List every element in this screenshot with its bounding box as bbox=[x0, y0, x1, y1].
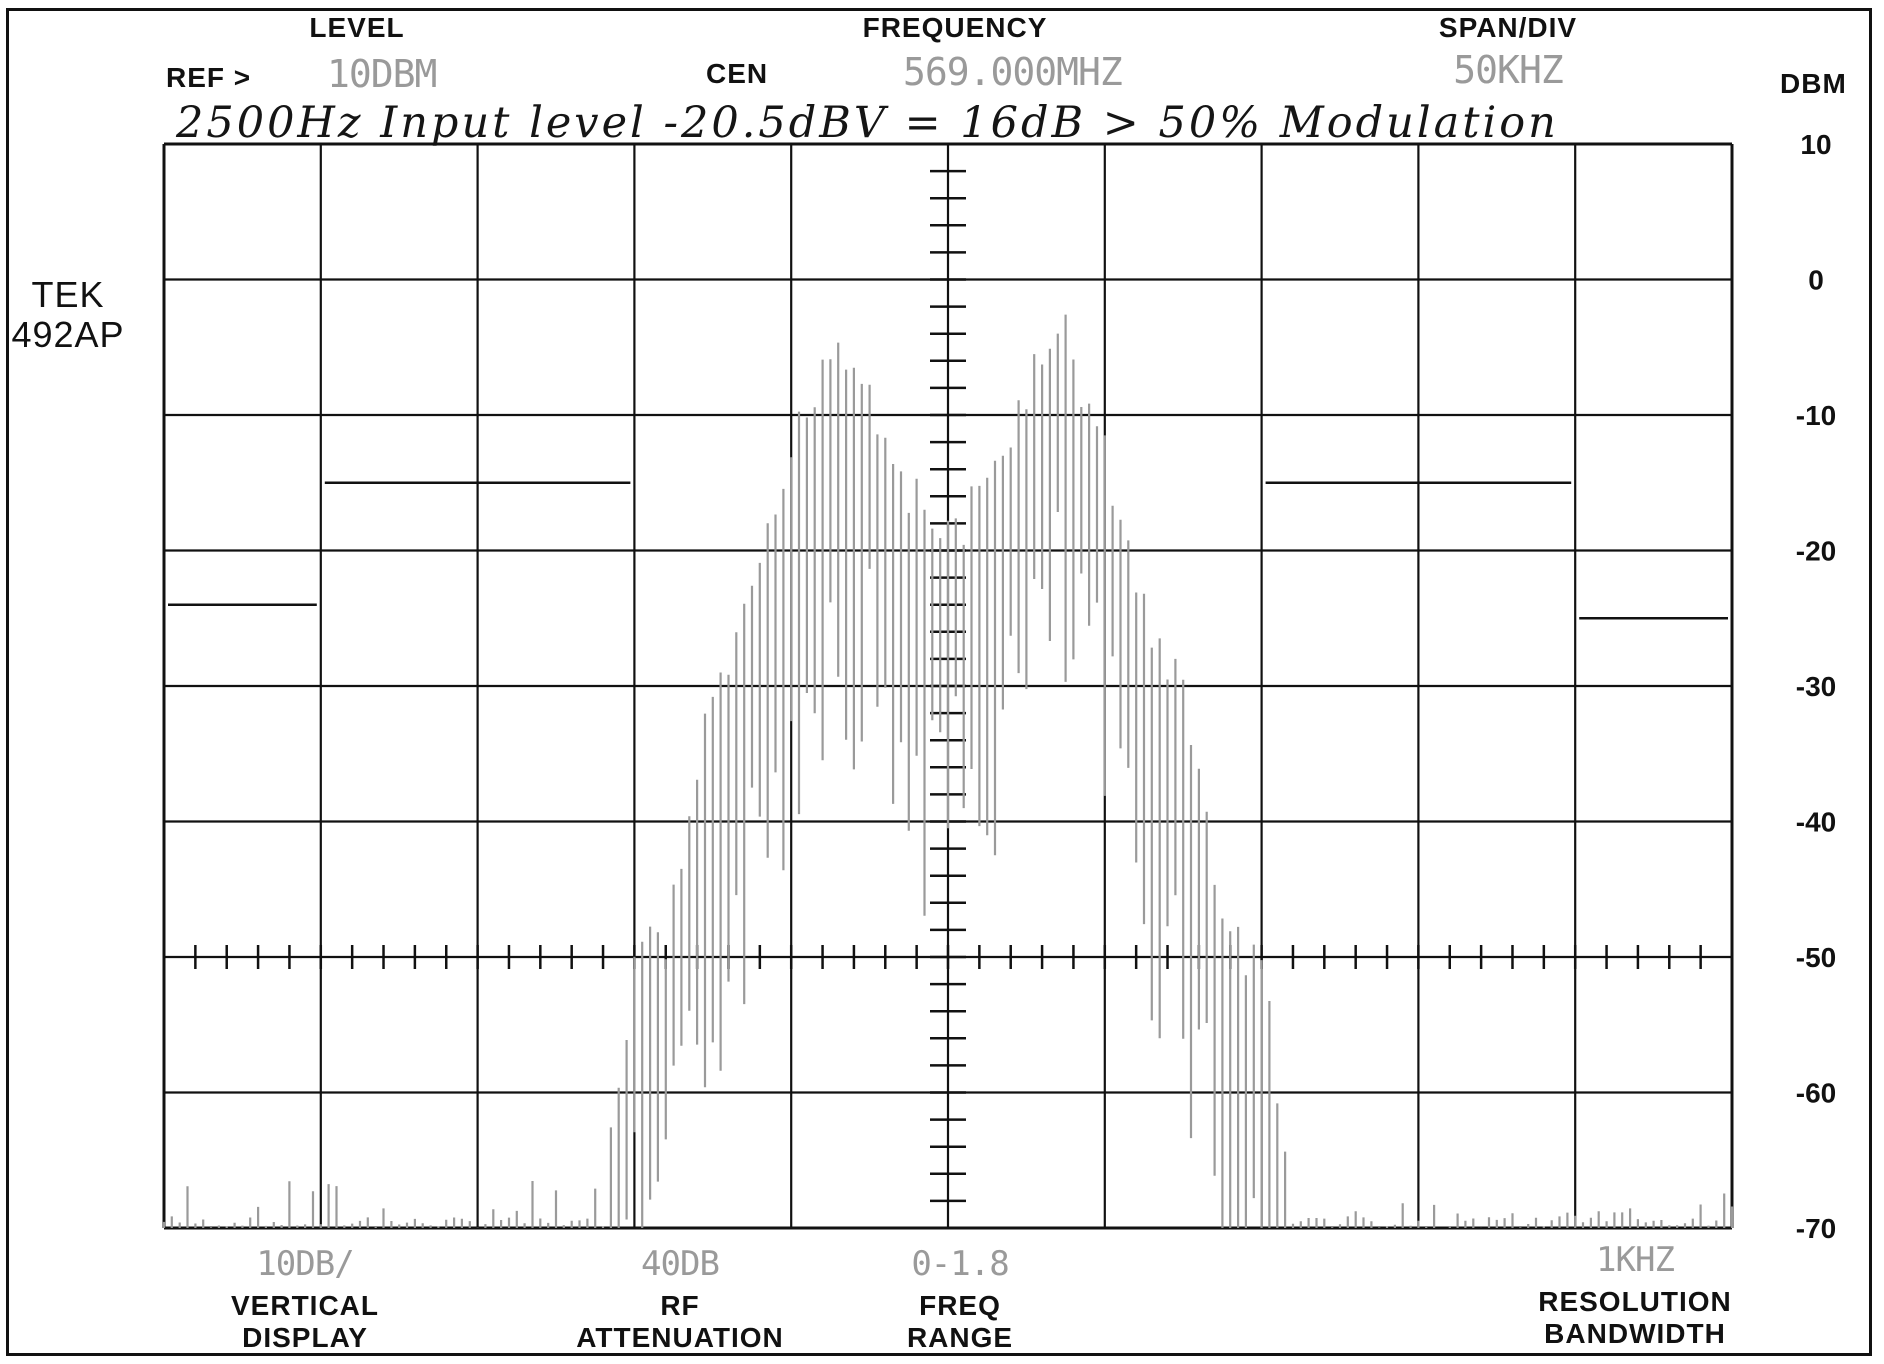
center-frequency-value: 569.000MHZ bbox=[903, 50, 1123, 94]
ref-label: REF > bbox=[166, 62, 252, 93]
y-tick-labels: 10 0 -10 -20 -30 -40 -50 -60 -70 bbox=[1796, 129, 1836, 1244]
y-tick-label: -70 bbox=[1796, 1213, 1836, 1244]
span-div-value: 50KHZ bbox=[1453, 48, 1563, 92]
rf-attenuation-label2: ATTENUATION bbox=[576, 1322, 784, 1353]
plot-frame bbox=[6, 8, 1872, 1356]
instrument-model-line2: 492AP bbox=[11, 314, 125, 355]
y-tick-label: -20 bbox=[1796, 536, 1836, 567]
ref-level-value: 10DBM bbox=[327, 52, 437, 96]
freq-range-label2: RANGE bbox=[906, 1322, 1014, 1353]
span-div-label: SPAN/DIV bbox=[1438, 12, 1578, 43]
vertical-display-value: 10DB/ bbox=[256, 1244, 354, 1284]
resolution-bandwidth-value: 1KHZ bbox=[1596, 1240, 1675, 1280]
y-tick-label: -60 bbox=[1796, 1078, 1836, 1109]
graticule bbox=[162, 142, 1734, 1230]
y-tick-label: -50 bbox=[1796, 942, 1836, 973]
resolution-bandwidth-label1: RESOLUTION bbox=[1538, 1286, 1732, 1317]
unit-label: DBM bbox=[1780, 68, 1847, 99]
vertical-display-label1: VERTICAL bbox=[231, 1290, 379, 1321]
freq-range-value: 0-1.8 bbox=[911, 1244, 1009, 1284]
resolution-bandwidth-label2: BANDWIDTH bbox=[1544, 1318, 1726, 1349]
level-label: LEVEL bbox=[309, 12, 405, 43]
vertical-display-label2: DISPLAY bbox=[242, 1322, 368, 1353]
y-tick-label: 10 bbox=[1800, 129, 1831, 160]
cen-label: CEN bbox=[706, 58, 769, 89]
y-tick-label: -30 bbox=[1796, 671, 1836, 702]
trace-lines bbox=[162, 314, 1734, 1228]
y-tick-label: 0 bbox=[1808, 265, 1824, 296]
level-markers bbox=[168, 481, 1728, 620]
y-tick-label: -10 bbox=[1796, 400, 1836, 431]
frequency-label: FREQUENCY bbox=[862, 12, 1048, 43]
instrument-model-line1: TEK bbox=[31, 274, 105, 315]
y-tick-label: -40 bbox=[1796, 807, 1836, 838]
handwritten-annotation: 2500Hz Input level -20.5dBV = 16dB > 50%… bbox=[176, 98, 1559, 148]
rf-attenuation-label1: RF bbox=[660, 1290, 700, 1321]
spectrum-trace bbox=[162, 314, 1734, 1228]
freq-range-label1: FREQ bbox=[919, 1290, 1001, 1321]
rf-attenuation-value: 40DB bbox=[641, 1244, 720, 1284]
